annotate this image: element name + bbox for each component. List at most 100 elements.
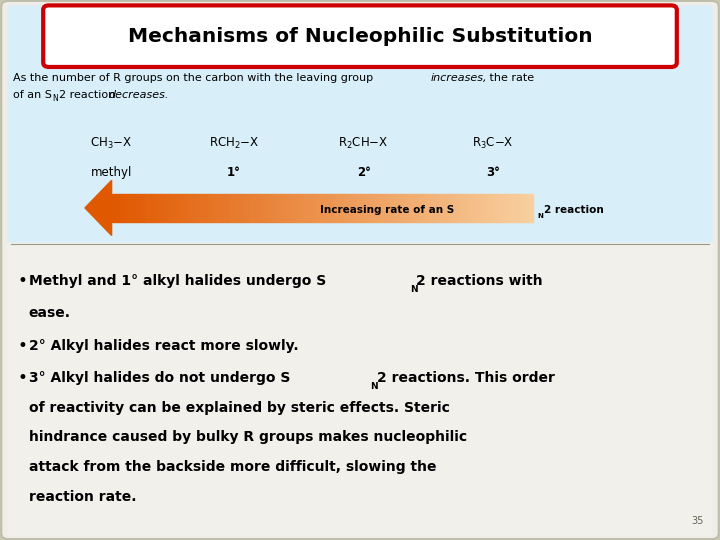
Text: 2 reaction: 2 reaction — [59, 90, 119, 99]
Bar — [183, 194, 187, 222]
Text: Methyl and 1° alkyl halides undergo S: Methyl and 1° alkyl halides undergo S — [29, 274, 326, 288]
Bar — [289, 194, 293, 222]
Bar — [474, 194, 478, 222]
Bar — [356, 194, 360, 222]
Text: of reactivity can be explained by steric effects. Steric: of reactivity can be explained by steric… — [29, 401, 450, 415]
Bar — [524, 194, 528, 222]
Bar — [284, 194, 289, 222]
Bar — [364, 194, 369, 222]
Bar — [301, 194, 305, 222]
Bar — [297, 194, 301, 222]
Bar — [166, 194, 171, 222]
Bar — [335, 194, 339, 222]
Bar — [171, 194, 175, 222]
Text: R$_2$CH$-$X: R$_2$CH$-$X — [338, 136, 389, 151]
Bar — [394, 194, 398, 222]
Bar — [179, 194, 183, 222]
Bar — [112, 194, 116, 222]
Bar — [457, 194, 462, 222]
Text: CH$_3$$-$X: CH$_3$$-$X — [91, 136, 132, 151]
Bar — [520, 194, 524, 222]
Text: •: • — [17, 336, 27, 355]
Bar — [487, 194, 491, 222]
Bar — [271, 194, 276, 222]
Bar — [310, 194, 314, 222]
Bar — [339, 194, 343, 222]
Bar — [330, 194, 335, 222]
Bar — [503, 194, 508, 222]
Text: N: N — [537, 213, 543, 219]
Bar — [125, 194, 128, 222]
Text: 3°: 3° — [486, 166, 500, 179]
Bar — [469, 194, 474, 222]
Bar — [225, 194, 230, 222]
Text: •: • — [17, 272, 27, 290]
Polygon shape — [85, 180, 112, 235]
Text: 2 reaction: 2 reaction — [544, 205, 603, 214]
Bar — [351, 194, 356, 222]
Text: •: • — [17, 369, 27, 387]
Text: reaction rate.: reaction rate. — [29, 490, 136, 504]
Bar — [192, 194, 196, 222]
Text: RCH$_2$$-$X: RCH$_2$$-$X — [209, 136, 259, 151]
Text: 2° Alkyl halides react more slowly.: 2° Alkyl halides react more slowly. — [29, 339, 298, 353]
Bar — [360, 194, 364, 222]
Text: Mechanisms of Nucleophilic Substitution: Mechanisms of Nucleophilic Substitution — [127, 27, 593, 46]
Text: of an S: of an S — [13, 90, 52, 99]
Bar — [259, 194, 264, 222]
Bar — [482, 194, 487, 222]
Bar — [280, 194, 284, 222]
Bar — [398, 194, 402, 222]
Bar — [419, 194, 423, 222]
Text: methyl: methyl — [91, 166, 132, 179]
Bar — [234, 194, 238, 222]
Text: 3° Alkyl halides do not undergo S: 3° Alkyl halides do not undergo S — [29, 371, 290, 385]
Bar — [377, 194, 381, 222]
Bar — [204, 194, 209, 222]
Bar — [491, 194, 495, 222]
Bar — [410, 194, 415, 222]
Bar — [238, 194, 242, 222]
Text: As the number of R groups on the carbon with the leaving group: As the number of R groups on the carbon … — [13, 73, 377, 83]
Bar — [495, 194, 499, 222]
Bar — [428, 194, 432, 222]
Bar — [293, 194, 297, 222]
Text: increases,: increases, — [431, 73, 487, 83]
Bar — [196, 194, 200, 222]
Bar — [478, 194, 482, 222]
FancyBboxPatch shape — [43, 5, 677, 67]
Text: the rate: the rate — [486, 73, 534, 83]
FancyBboxPatch shape — [7, 242, 713, 536]
Bar — [116, 194, 120, 222]
Bar — [221, 194, 225, 222]
Text: decreases.: decreases. — [109, 90, 169, 99]
Bar — [453, 194, 457, 222]
Bar — [444, 194, 449, 222]
Bar — [154, 194, 158, 222]
Bar — [462, 194, 465, 222]
Bar — [145, 194, 150, 222]
Bar — [318, 194, 323, 222]
Bar — [267, 194, 271, 222]
Bar — [449, 194, 453, 222]
Text: ease.: ease. — [29, 306, 71, 320]
Bar — [343, 194, 348, 222]
Bar — [246, 194, 251, 222]
Bar — [120, 194, 125, 222]
Bar — [128, 194, 132, 222]
Text: N: N — [370, 382, 378, 391]
Bar — [137, 194, 141, 222]
Bar — [415, 194, 419, 222]
Bar — [264, 194, 267, 222]
Bar — [209, 194, 212, 222]
Bar — [381, 194, 385, 222]
Bar — [217, 194, 221, 222]
Bar — [305, 194, 310, 222]
Bar — [390, 194, 394, 222]
Bar — [187, 194, 192, 222]
Bar — [516, 194, 520, 222]
Bar — [369, 194, 373, 222]
Text: N: N — [53, 94, 58, 103]
Bar — [512, 194, 516, 222]
Bar — [499, 194, 503, 222]
